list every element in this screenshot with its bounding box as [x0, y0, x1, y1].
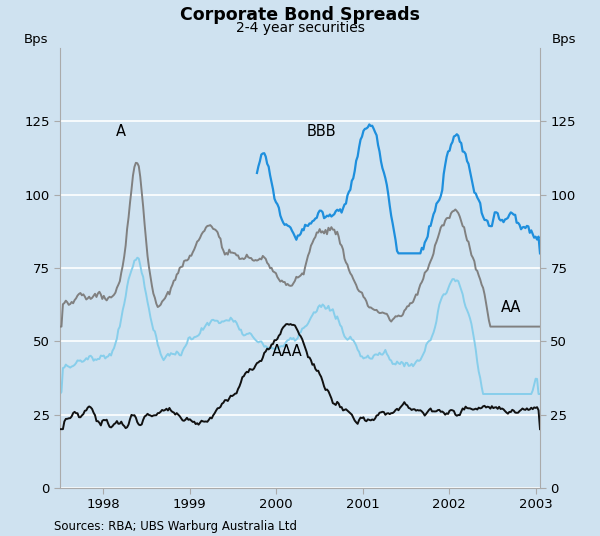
Text: Corporate Bond Spreads: Corporate Bond Spreads [180, 6, 420, 24]
Text: AAA: AAA [272, 344, 302, 359]
Text: Sources: RBA; UBS Warburg Australia Ltd: Sources: RBA; UBS Warburg Australia Ltd [54, 520, 297, 533]
Text: Bps: Bps [551, 33, 576, 46]
Text: AA: AA [501, 300, 521, 315]
Text: 2-4 year securities: 2-4 year securities [236, 21, 364, 35]
Text: A: A [116, 124, 126, 139]
Text: BBB: BBB [307, 124, 336, 139]
Text: Bps: Bps [24, 33, 49, 46]
